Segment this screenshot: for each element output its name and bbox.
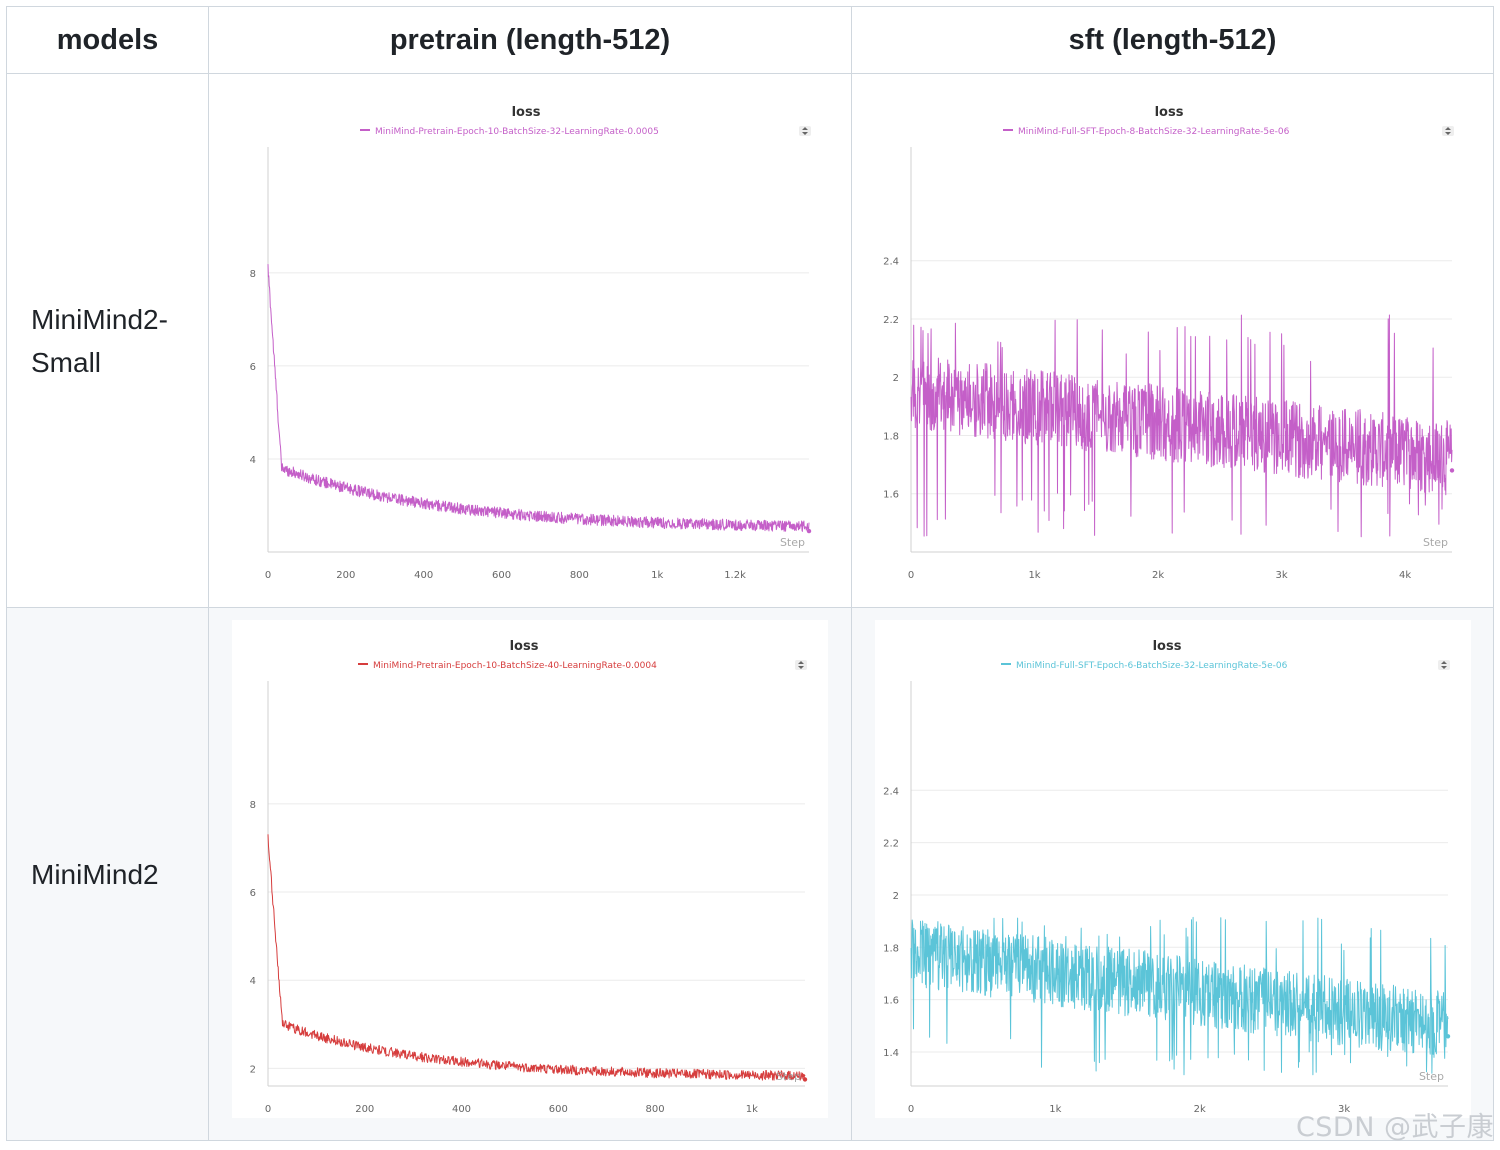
chart-title: loss [1155,105,1184,120]
y-tick-label: 2.4 [883,786,899,797]
x-tick-label: 1k [651,570,663,581]
x-tick-label: 400 [414,570,433,581]
y-tick-label: 1.4 [883,1048,899,1059]
y-tick-label: 1.6 [883,996,899,1007]
chart-title: loss [510,639,539,654]
header-models-label: models [56,23,159,56]
y-tick-label: 4 [250,455,256,466]
y-tick-label: 8 [250,269,256,280]
series-end-point [1449,468,1455,473]
series-end-point [802,1077,808,1082]
pretrain-cell-base: loss MiniMind-Pretrain-Epoch-10-BatchSize… [208,607,852,1141]
loss-series-line [267,264,810,532]
loss-series-line [910,314,1453,538]
loss-series-line [910,916,1449,1076]
legend-scroll-arrows [1441,661,1447,669]
x-tick-label: 400 [452,1104,471,1115]
legend-scroll-icon [795,660,807,670]
chart-pretrain-base: loss MiniMind-Pretrain-Epoch-10-BatchSize… [250,639,808,1115]
legend-scroll-icon [1442,126,1454,136]
y-tick-label: 4 [250,976,256,987]
x-tick-label: 0 [908,570,914,581]
x-tick-label: 1k [746,1104,758,1115]
x-axis-title: Step [776,1070,801,1083]
x-tick-label: 600 [549,1104,568,1115]
x-tick-label: 200 [355,1104,374,1115]
x-axis-title: Step [1419,1070,1444,1083]
chart-sft-small: loss MiniMind-Full-SFT-Epoch-8-BatchSize-… [883,105,1455,581]
y-tick-label: 2.2 [883,315,899,326]
chart-sft-base: loss MiniMind-Full-SFT-Epoch-6-BatchSize-… [883,639,1451,1115]
header-sft-label: sft (length-512) [1068,23,1277,56]
x-tick-label: 4k [1399,570,1411,581]
x-tick-label: 800 [570,570,589,581]
chart-panel: loss MiniMind-Full-SFT-Epoch-6-BatchSize-… [875,620,1471,1118]
pretrain-cell-small: loss MiniMind-Pretrain-Epoch-10-BatchSize… [208,73,852,608]
x-tick-label: 800 [645,1104,664,1115]
x-tick-label: 0 [265,570,271,581]
header-models: models [6,6,209,74]
x-tick-label: 2k [1194,1104,1206,1115]
legend-scroll-arrows [1445,127,1451,135]
header-pretrain: pretrain (length-512) [208,6,852,74]
sft-cell-base: loss MiniMind-Full-SFT-Epoch-6-BatchSize-… [851,607,1494,1141]
x-tick-label: 0 [908,1104,914,1115]
chart-panel: loss MiniMind-Pretrain-Epoch-10-BatchSize… [232,620,828,1118]
y-tick-label: 2.2 [883,839,899,850]
y-tick-label: 6 [250,362,256,373]
series-end-point [1445,1034,1451,1039]
x-tick-label: 1.2k [724,570,746,581]
x-axis-title: Step [1423,536,1448,549]
y-tick-label: 2 [893,373,899,384]
y-tick-label: 2 [893,891,899,902]
legend-label: MiniMind-Full-SFT-Epoch-6-BatchSize-32-L… [1016,661,1288,671]
legend-label: MiniMind-Pretrain-Epoch-10-BatchSize-40-… [373,661,657,671]
model-name-small: MiniMind2-Small [31,303,168,378]
x-tick-label: 0 [265,1104,271,1115]
legend-label: MiniMind-Pretrain-Epoch-10-BatchSize-32-… [375,127,659,137]
legend-scroll-icon [799,126,811,136]
x-axis-title: Step [780,536,805,549]
model-cell-base: MiniMind2 [6,607,209,1141]
watermark: CSDN @武子康 [1295,1112,1494,1143]
x-tick-label: 3k [1275,570,1287,581]
legend-scroll-arrows [798,661,804,669]
x-tick-label: 1k [1049,1104,1061,1115]
model-cell-small: MiniMind2-Small [6,73,209,608]
y-tick-label: 8 [250,800,256,811]
header-sft: sft (length-512) [851,6,1494,74]
legend-scroll-box [799,126,811,136]
y-tick-label: 1.8 [883,943,899,954]
legend-scroll-box [1438,660,1450,670]
x-tick-label: 3k [1338,1104,1350,1115]
x-tick-label: 1k [1028,570,1040,581]
x-tick-label: 200 [336,570,355,581]
chart-title: loss [512,105,541,120]
chart-title: loss [1153,639,1182,654]
legend-scroll-icon [1438,660,1450,670]
y-tick-label: 1.6 [883,490,899,501]
y-tick-label: 1.8 [883,431,899,442]
sft-cell-small: loss MiniMind-Full-SFT-Epoch-8-BatchSize-… [851,73,1494,608]
y-tick-label: 2.4 [883,257,899,268]
legend-scroll-box [795,660,807,670]
y-tick-label: 6 [250,888,256,899]
legend-label: MiniMind-Full-SFT-Epoch-8-BatchSize-32-L… [1018,127,1290,137]
header-pretrain-label: pretrain (length-512) [389,23,671,56]
x-tick-label: 600 [492,570,511,581]
x-tick-label: 2k [1152,570,1164,581]
series-end-point [806,528,812,534]
legend-scroll-arrows [802,127,808,135]
y-tick-label: 2 [250,1064,256,1075]
loss-series-line [267,834,806,1081]
legend-scroll-box [1442,126,1454,136]
chart-pretrain-small: loss MiniMind-Pretrain-Epoch-10-BatchSize… [250,105,812,581]
model-name-base: MiniMind2 [31,858,159,890]
